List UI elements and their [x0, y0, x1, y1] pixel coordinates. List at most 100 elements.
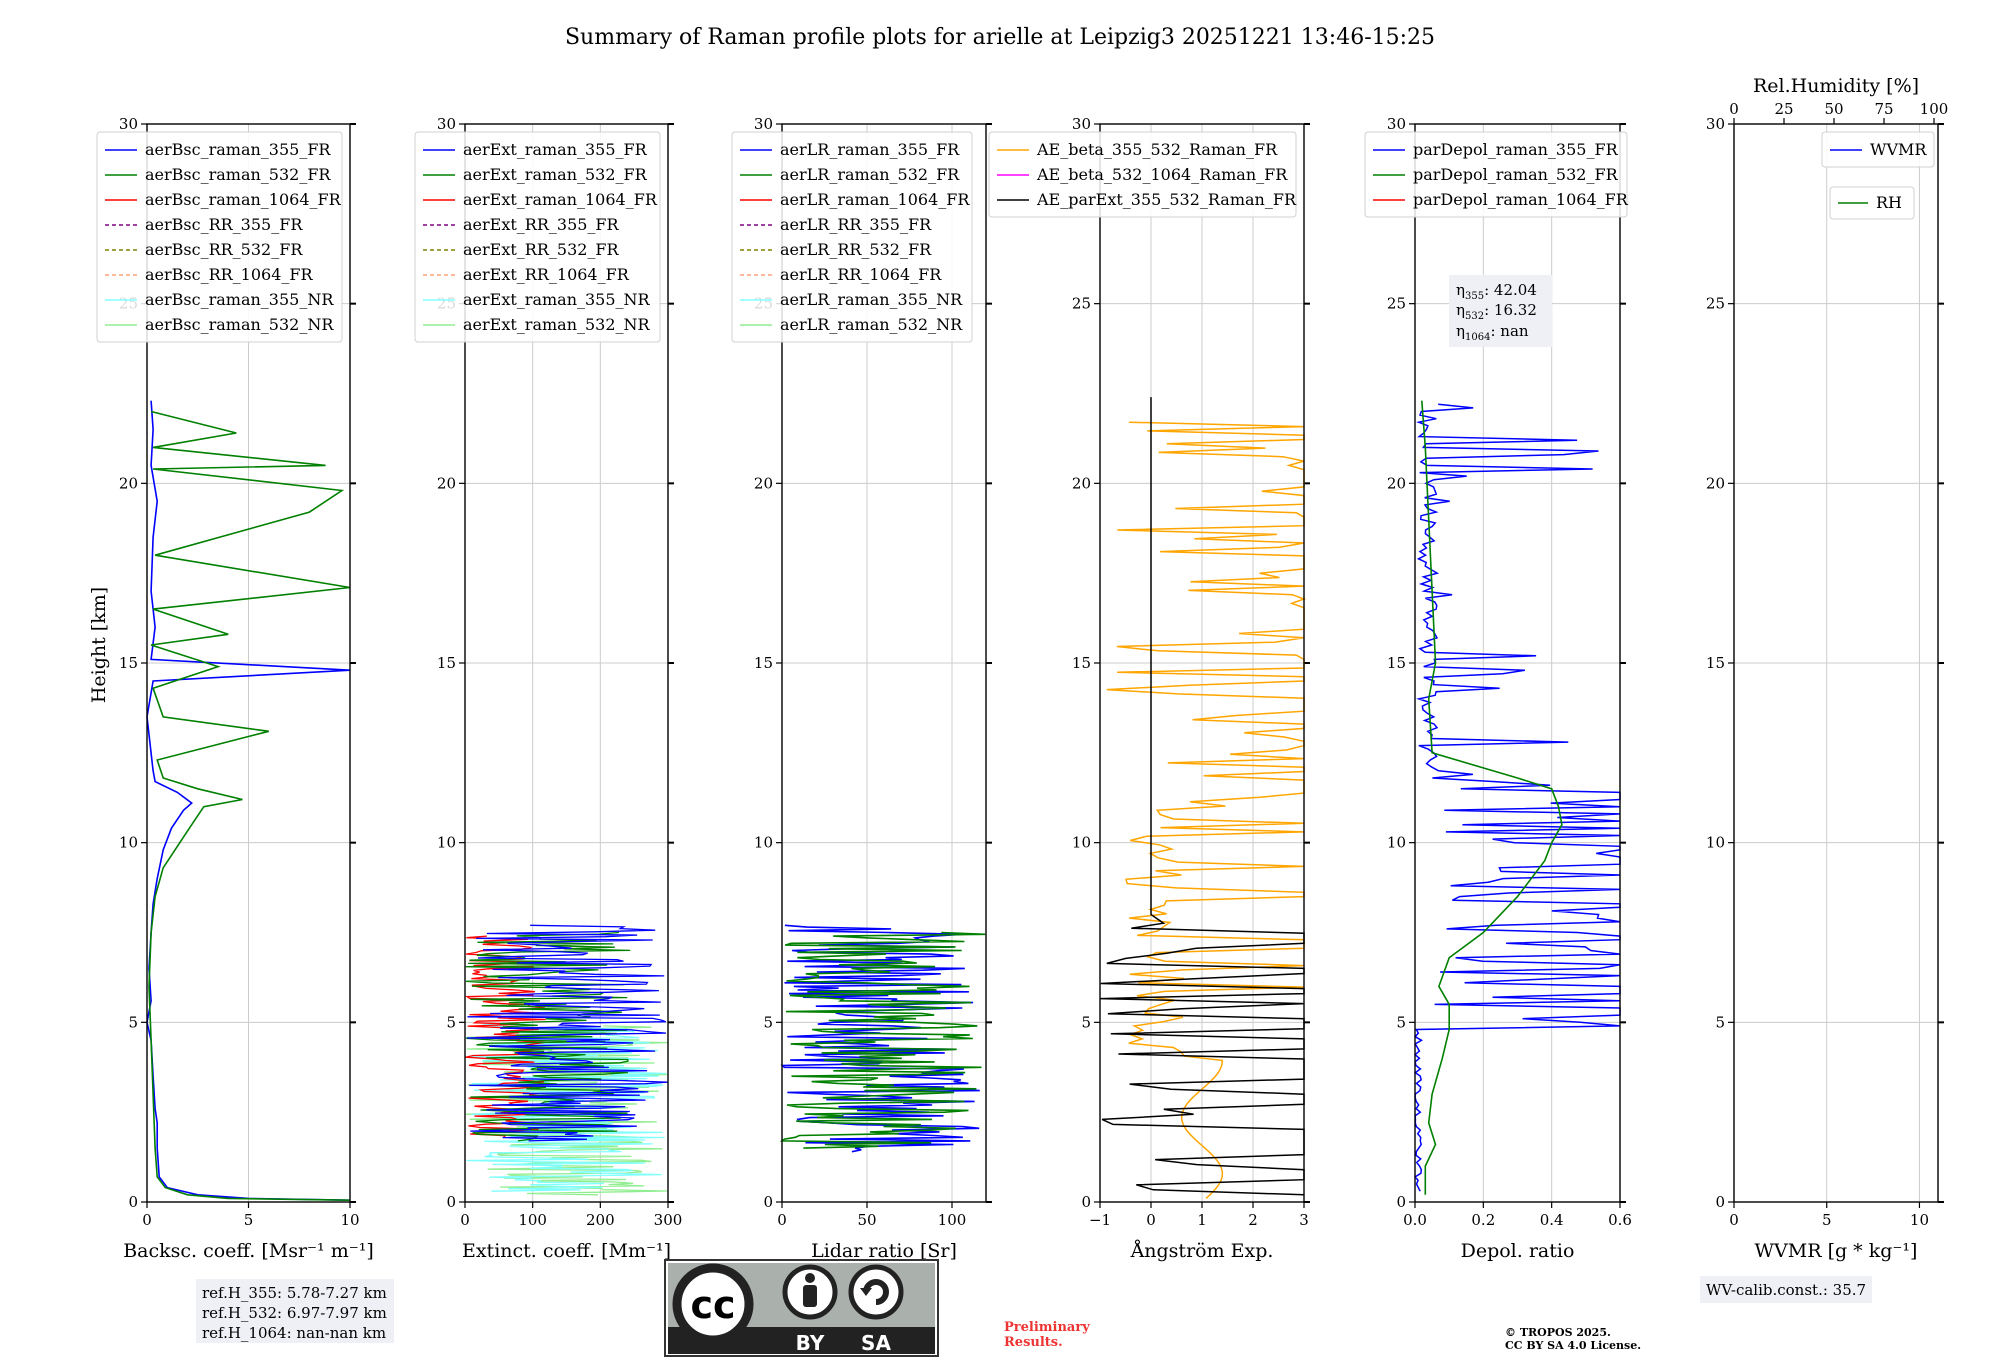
x-tick-label: 0.4 [1540, 1211, 1564, 1229]
legend-label: aerBsc_raman_532_NR [145, 315, 334, 334]
legend-ext[interactable]: aerExt_raman_355_FR aerExt_raman_532_FRae… [414, 131, 661, 343]
x-tick-label: 0 [777, 1211, 787, 1229]
plot-area-bsc [146, 400, 351, 1201]
panel-ext: 0100200300051015202530Extinct. coeff. [M… [414, 115, 682, 1262]
plot-area-lr [779, 924, 986, 1153]
wv-calib-box: WV-calib.const.: 35.7 [1700, 1276, 1872, 1303]
top-tick-label: 25 [1774, 100, 1793, 118]
x-tick-label: 1 [1197, 1211, 1207, 1229]
legend-label: WVMR [1870, 140, 1927, 159]
legend-label: aerExt_RR_532_FR [463, 240, 620, 259]
top-tick-label: 50 [1824, 100, 1843, 118]
x-tick-label: 5 [244, 1211, 254, 1229]
y-tick-label: 10 [1706, 834, 1725, 852]
x-tick-label: 50 [857, 1211, 876, 1229]
legend-box [1821, 131, 1935, 168]
x-tick-label: 0 [142, 1211, 152, 1229]
x-tick-label: 100 [938, 1211, 967, 1229]
y-tick-label: 30 [119, 115, 138, 133]
x-tick-label: 100 [518, 1211, 547, 1229]
top-axis-label: Rel.Humidity [%] [1753, 75, 1919, 97]
y-tick-label: 0 [446, 1193, 456, 1211]
y-tick-label: 10 [754, 834, 773, 852]
x-tick-label: 10 [340, 1211, 359, 1229]
x-tick-label: 0 [460, 1211, 470, 1229]
legend-depol[interactable]: parDepol_raman_355_FR parDepol_raman_532_… [1364, 131, 1629, 218]
panel-lr: 050100051015202530Lidar ratio [Sr]aerLR_… [731, 115, 992, 1262]
legend-box [1364, 131, 1628, 218]
legend-label: aerLR_raman_355_NR [780, 290, 963, 309]
svg-text:SA: SA [861, 1331, 891, 1355]
legend-label: AE_parExt_355_532_Raman_FR [1036, 190, 1297, 209]
legend-label: aerExt_raman_355_NR [463, 290, 651, 309]
x-axis-label: Lidar ratio [Sr] [811, 1240, 957, 1262]
legend-ae[interactable]: AE_beta_355_532_Raman_FR AE_beta_532_1064… [988, 131, 1297, 218]
legend-label: aerLR_raman_532_FR [780, 165, 960, 184]
copyright-line-1: © TROPOS 2025. [1505, 1326, 1611, 1339]
x-tick-label: −1 [1089, 1211, 1111, 1229]
legend-label: aerExt_RR_1064_FR [463, 265, 630, 284]
ref-height-532: ref.H_532: 6.97-7.97 km [202, 1304, 387, 1322]
y-tick-label: 0 [763, 1193, 773, 1211]
y-tick-label: 20 [1706, 474, 1725, 492]
legend-label: AE_beta_532_1064_Raman_FR [1036, 165, 1288, 184]
y-tick-label: 15 [1706, 654, 1725, 672]
legend-label: AE_beta_355_532_Raman_FR [1036, 140, 1278, 159]
y-tick-label: 30 [754, 115, 773, 133]
plot-area-depol [1413, 400, 1621, 1195]
y-tick-label: 20 [437, 474, 456, 492]
x-tick-label: 0.2 [1471, 1211, 1495, 1229]
legend-box [731, 131, 973, 343]
axes-frame [1414, 123, 1621, 1203]
legend-label: parDepol_raman_532_FR [1413, 165, 1619, 184]
figure-title: Summary of Raman profile plots for ariel… [565, 25, 1435, 50]
y-tick-label: 20 [754, 474, 773, 492]
panel-depol: 0.0 0.2 0.4 0.6 0 5 10 15 20 25 30 Depol. ratio parD… [1364, 115, 1632, 1262]
preliminary-note-2: Results. [1004, 1335, 1063, 1350]
legend-label: aerLR_raman_532_NR [780, 315, 963, 334]
legend-rh[interactable]: RH [1829, 186, 1915, 220]
y-tick-label: 0 [1081, 1193, 1091, 1211]
x-tick-label: 5 [1822, 1211, 1832, 1229]
legend-box [414, 131, 661, 343]
legend-label: aerExt_RR_355_FR [463, 215, 620, 234]
legend-label: aerBsc_RR_532_FR [145, 240, 303, 259]
y-tick-label: 30 [1072, 115, 1091, 133]
top-tick-label: 100 [1920, 100, 1949, 118]
y-tick-label: 30 [437, 115, 456, 133]
legend-label: parDepol_raman_1064_FR [1413, 190, 1629, 209]
legend-label: aerExt_raman_1064_FR [463, 190, 658, 209]
y-tick-label: 15 [754, 654, 773, 672]
y-tick-label: 10 [1072, 834, 1091, 852]
y-tick-label: 0 [1715, 1193, 1725, 1211]
legend-label: aerLR_RR_1064_FR [780, 265, 942, 284]
plot-area-ext [465, 924, 668, 1196]
legend-lr[interactable]: aerLR_raman_355_FR aerLR_raman_532_FR aerL… [731, 131, 973, 343]
y-tick-label: 20 [1387, 474, 1406, 492]
series-line-AE_beta_355_532_Raman_FR [1106, 421, 1307, 1199]
x-tick-label: 0 [1729, 1211, 1739, 1229]
x-tick-label: 0.0 [1403, 1211, 1427, 1229]
cc-logo-icon [672, 1263, 754, 1345]
y-tick-label: 20 [119, 474, 138, 492]
x-tick-label: 0 [1146, 1211, 1156, 1229]
y-axis-label: Height [km] [88, 587, 110, 703]
panels: 0510051015202530Backsc. coeff. [Msr⁻¹ m⁻… [96, 75, 1948, 1262]
x-tick-label: 3 [1299, 1211, 1309, 1229]
axes-frame [146, 123, 351, 1203]
x-tick-label: 200 [586, 1211, 615, 1229]
legend-bsc[interactable]: aerBsc_raman_355_FR aerBsc_raman_532_FRae… [96, 131, 343, 343]
y-tick-label: 10 [119, 834, 138, 852]
y-tick-label: 25 [1072, 295, 1091, 313]
y-tick-label: 20 [1072, 474, 1091, 492]
sa-sharealike-icon [848, 1264, 904, 1320]
axes-frame [781, 123, 987, 1203]
legend-wv[interactable]: WVMR [1821, 131, 1935, 168]
y-tick-label: 10 [1387, 834, 1406, 852]
copyright-line-2: CC BY SA 4.0 License. [1505, 1339, 1641, 1352]
legend-box [988, 131, 1297, 218]
x-axis-label: Backsc. coeff. [Msr⁻¹ m⁻¹] [123, 1240, 374, 1262]
y-tick-label: 30 [1706, 115, 1725, 133]
